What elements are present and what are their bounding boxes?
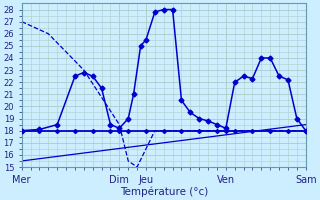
X-axis label: Température (°c): Température (°c) [120,186,208,197]
